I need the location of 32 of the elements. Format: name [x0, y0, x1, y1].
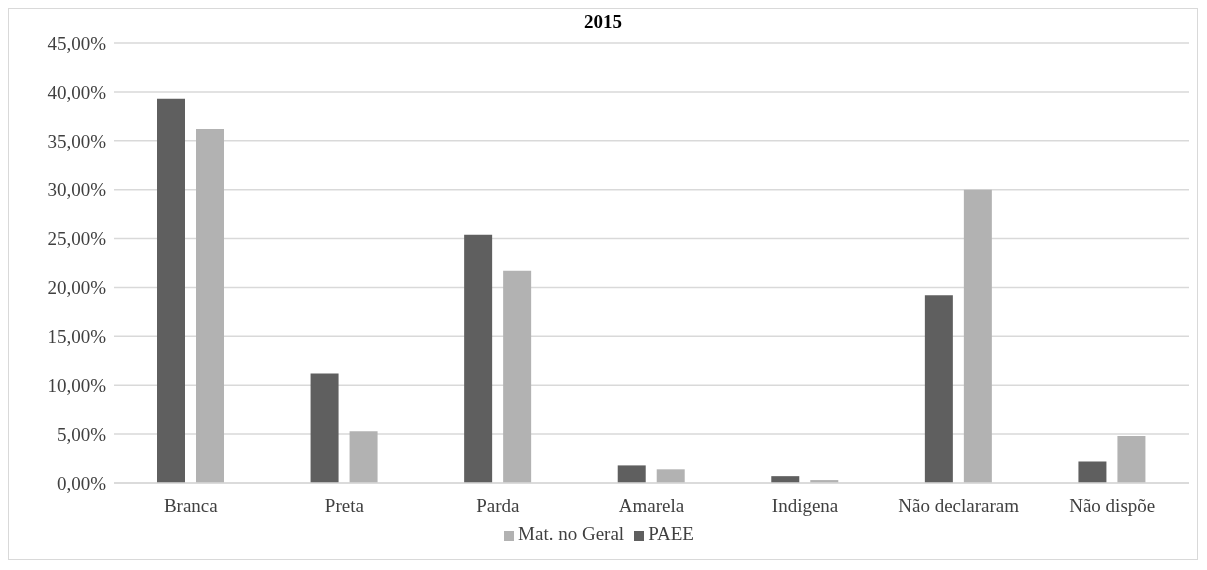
- y-tick-label: 30,00%: [47, 179, 107, 201]
- x-tick-label: Amarela: [618, 495, 685, 517]
- bar: [1078, 461, 1107, 483]
- bar: [196, 129, 224, 483]
- x-tick-label: Preta: [324, 495, 365, 517]
- bar: [924, 295, 953, 483]
- bar: [617, 465, 646, 483]
- y-tick-label: 0,00%: [56, 472, 107, 494]
- x-tick-label: Não declararam: [898, 495, 1020, 517]
- y-tick-label: 10,00%: [47, 374, 107, 396]
- x-tick-label: Branca: [163, 495, 219, 517]
- bar: [310, 373, 339, 483]
- bar: [157, 98, 185, 483]
- chart-title: 2015: [584, 11, 622, 32]
- y-tick-label: 15,00%: [47, 326, 107, 348]
- bar: [503, 270, 532, 483]
- legend-label: PAEE: [648, 523, 694, 544]
- x-tick-label: Parda: [476, 495, 521, 517]
- y-tick-label: 45,00%: [47, 32, 107, 54]
- bar: [656, 469, 685, 483]
- bar: [349, 431, 378, 483]
- y-tick-label: 20,00%: [47, 277, 107, 299]
- y-tick-label: 5,00%: [56, 423, 107, 445]
- legend-label: Mat. no Geral: [518, 523, 625, 544]
- y-tick-label: 25,00%: [47, 228, 107, 250]
- y-tick-label: 35,00%: [47, 130, 107, 152]
- x-tick-label: Indigena: [771, 495, 839, 517]
- bar: [464, 234, 493, 483]
- bar: [1117, 436, 1146, 483]
- y-tick-label: 40,00%: [47, 81, 107, 103]
- bar: [963, 189, 992, 483]
- x-tick-label: Não dispõe: [1069, 495, 1156, 517]
